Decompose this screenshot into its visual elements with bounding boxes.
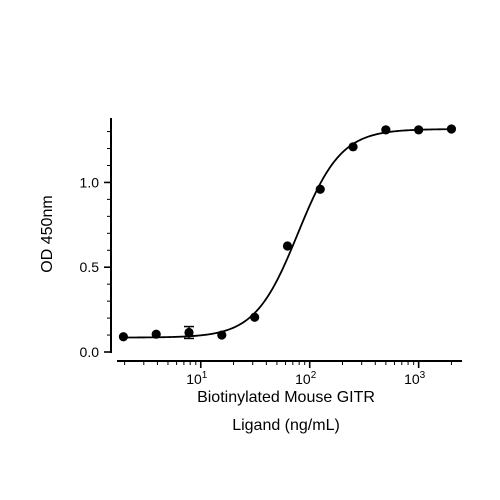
y-tick-label: 0.0	[80, 344, 100, 360]
y-axis-title: OD 450nm	[39, 195, 56, 272]
data-point	[250, 312, 260, 322]
data-point	[381, 125, 391, 135]
data-point	[151, 329, 161, 339]
x-axis-title-line2: Ligand (ng/mL)	[232, 417, 340, 434]
data-point	[348, 142, 358, 152]
x-tick-label: 102	[295, 370, 317, 387]
fit-curve	[123, 128, 452, 339]
data-point	[184, 327, 194, 338]
data-point	[315, 184, 325, 194]
axis-ticks: 0.0 0.5 1.0 101 102 103	[80, 131, 452, 387]
data-points	[118, 124, 457, 342]
data-point	[118, 332, 129, 342]
fit-curve-layer	[123, 128, 452, 339]
data-point	[414, 125, 424, 135]
y-tick-label: 0.5	[80, 259, 100, 275]
y-tick-label: 1.0	[80, 174, 100, 190]
x-tick-label: 101	[186, 370, 208, 387]
axes	[110, 118, 462, 362]
data-point	[282, 241, 293, 251]
x-tick-label: 103	[404, 370, 426, 387]
data-point	[446, 124, 457, 134]
x-axis-title-line1: Biotinylated Mouse GITR	[197, 389, 375, 406]
data-point	[217, 330, 227, 340]
